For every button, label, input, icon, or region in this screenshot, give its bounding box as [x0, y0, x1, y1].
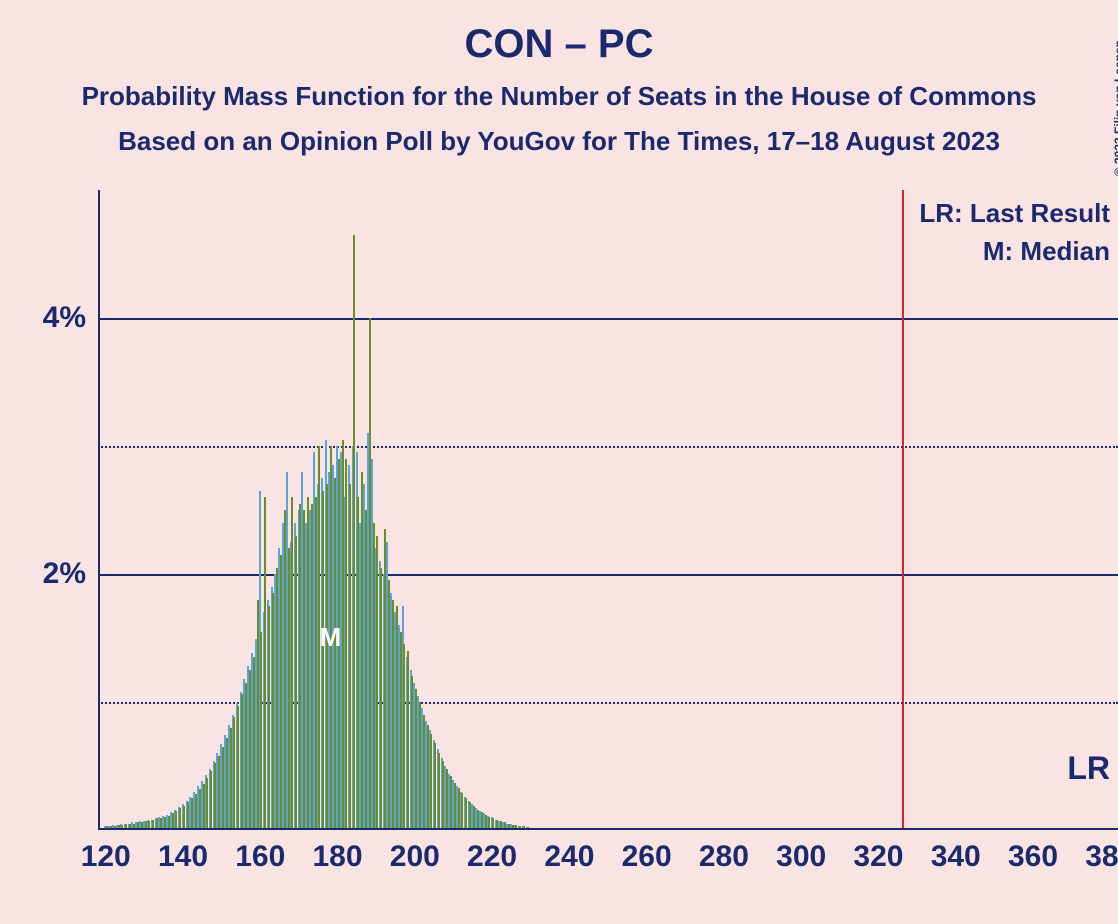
- chart-subtitle-1: Probability Mass Function for the Number…: [0, 81, 1118, 112]
- x-tick-label: 120: [81, 840, 131, 874]
- last-result-line: [902, 190, 904, 830]
- x-tick-label: 300: [776, 840, 826, 874]
- median-label: M: [320, 622, 342, 653]
- x-tick-label: 340: [931, 840, 981, 874]
- x-axis: [98, 828, 1118, 830]
- x-tick-label: 200: [390, 840, 440, 874]
- x-tick-label: 380: [1085, 840, 1118, 874]
- legend-last-result: LR: Last Result: [919, 198, 1110, 229]
- plot-area: 2%4%120140160180200220240260280300320340…: [98, 190, 1118, 830]
- x-tick-label: 140: [158, 840, 208, 874]
- x-tick-label: 280: [699, 840, 749, 874]
- y-tick-label: 2%: [43, 557, 86, 591]
- legend-median: M: Median: [983, 236, 1110, 267]
- lr-label: LR: [1067, 750, 1110, 787]
- x-tick-label: 260: [622, 840, 672, 874]
- chart-subtitle-2: Based on an Opinion Poll by YouGov for T…: [0, 126, 1118, 157]
- y-tick-label: 4%: [43, 301, 86, 335]
- x-tick-label: 160: [235, 840, 285, 874]
- x-tick-label: 180: [313, 840, 363, 874]
- chart-title: CON – PC: [0, 0, 1118, 67]
- x-tick-label: 240: [544, 840, 594, 874]
- x-tick-label: 220: [467, 840, 517, 874]
- y-axis: [98, 190, 100, 830]
- x-tick-label: 360: [1008, 840, 1058, 874]
- bars-container: [98, 190, 1118, 830]
- copyright-text: © 2023 Filip van Laenen: [1112, 40, 1118, 176]
- x-tick-label: 320: [853, 840, 903, 874]
